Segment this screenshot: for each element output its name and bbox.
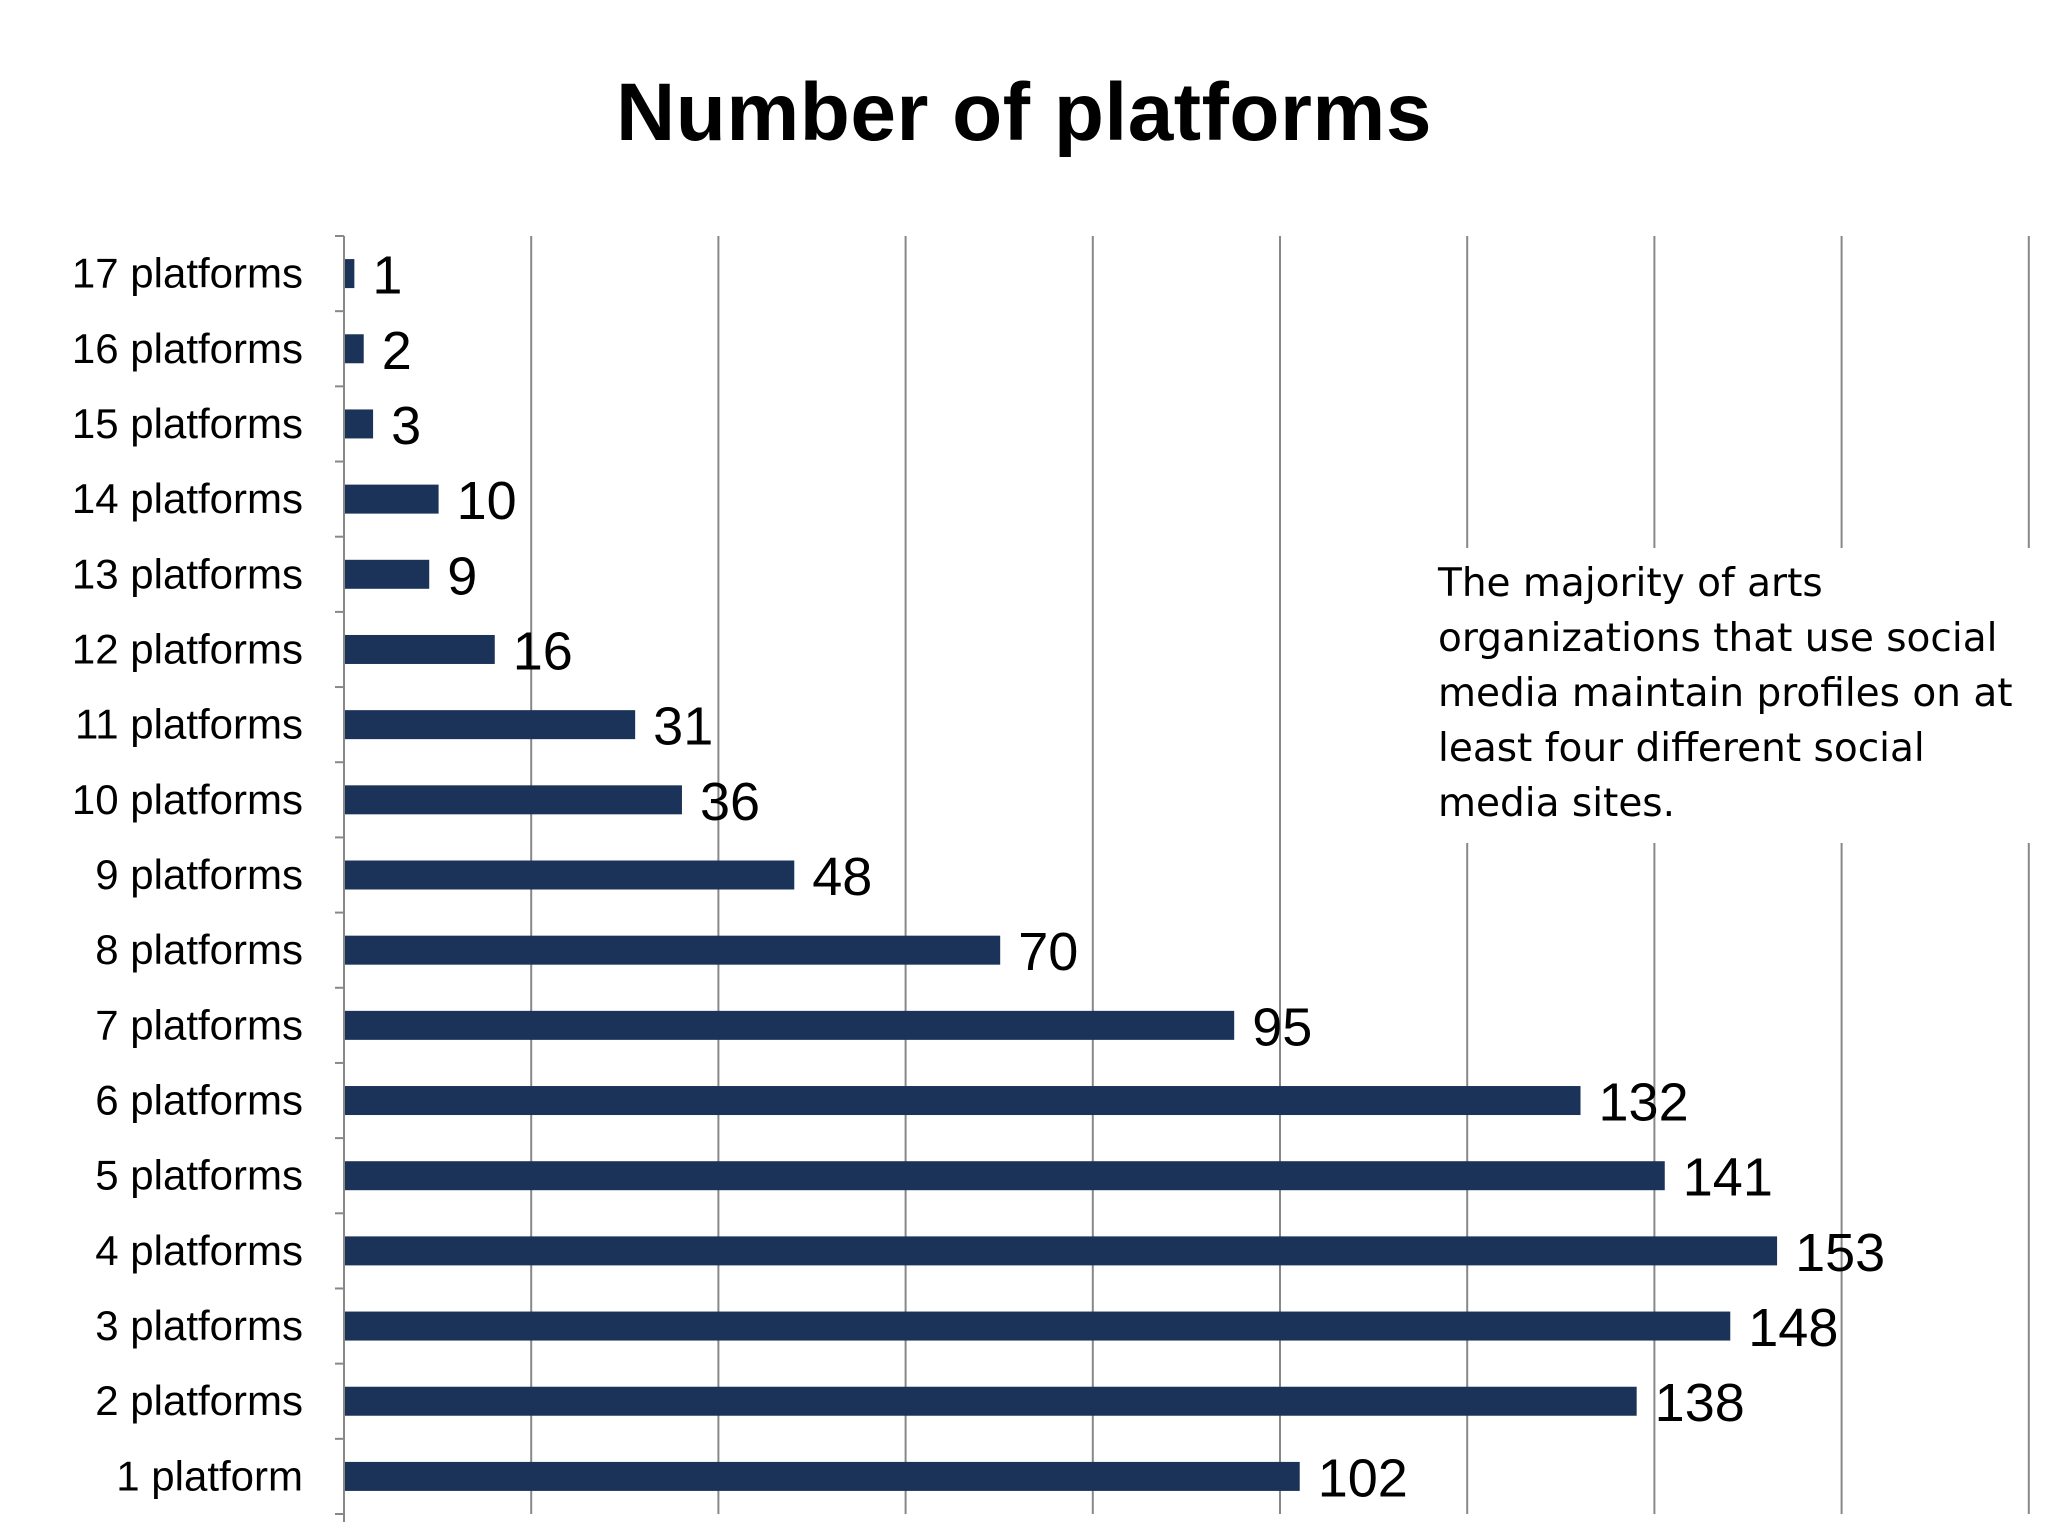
category-label: 9 platforms [95,851,303,898]
category-label: 16 platforms [72,325,303,372]
bar [345,1461,1300,1491]
data-label: 10 [457,471,517,531]
category-label: 7 platforms [95,1001,303,1048]
category-label: 5 platforms [95,1152,303,1199]
data-label: 16 [513,621,573,681]
data-label: 48 [812,847,872,907]
category-label: 11 platforms [75,701,303,748]
category-label: 2 platforms [95,1377,303,1424]
bar [345,1161,1665,1191]
bar [345,634,495,664]
bar [345,1086,1581,1116]
bar [345,860,795,890]
bar [345,484,439,514]
category-label: 8 platforms [95,926,303,973]
chart-title: Number of platforms [616,67,1432,158]
category-label: 14 platforms [72,475,303,522]
data-label: 138 [1655,1373,1745,1433]
data-label: 70 [1018,922,1078,982]
bar [345,409,374,439]
data-label: 9 [447,546,477,606]
bar [345,710,636,740]
category-axis [335,235,345,1522]
bar [345,1236,1778,1266]
bar [345,334,364,364]
bar [345,785,682,815]
data-label: 95 [1252,997,1312,1057]
bar [345,559,430,589]
data-label: 148 [1748,1298,1838,1358]
category-label: 17 platforms [72,250,303,297]
bar [345,259,355,289]
bar [345,1010,1235,1040]
category-label: 15 platforms [72,400,303,447]
data-label: 1 [372,246,402,306]
bar [345,1311,1731,1341]
data-label: 3 [391,396,421,456]
category-label: 4 platforms [95,1227,303,1274]
data-label: 153 [1795,1223,1885,1283]
data-label: 141 [1683,1148,1773,1208]
data-label: 31 [653,697,713,757]
data-label: 2 [382,321,412,381]
category-label: 10 platforms [72,776,303,823]
category-label: 13 platforms [72,550,303,597]
bars [345,259,1778,1491]
bar [345,1386,1637,1416]
category-labels: 17 platforms 16 platforms 15 platforms 14 p… [72,250,303,1500]
data-label: 102 [1318,1448,1408,1508]
annotation-text: The majority of arts organizations that … [1420,548,2040,843]
category-label: 3 platforms [95,1302,303,1349]
category-label: 12 platforms [72,625,303,672]
data-label: 132 [1599,1073,1689,1133]
category-label: 6 platforms [95,1077,303,1124]
bar [345,935,1001,965]
data-label: 36 [700,772,760,832]
category-label: 1 platform [116,1452,303,1499]
